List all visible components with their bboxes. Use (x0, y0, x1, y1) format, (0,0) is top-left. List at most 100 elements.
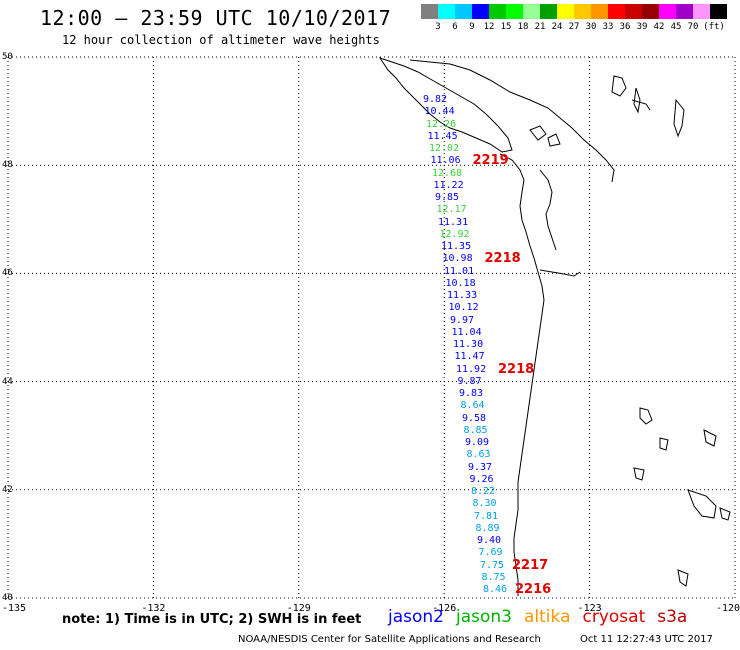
wave-height-value: 11.47 (454, 351, 485, 363)
wave-height-value: 10.44 (424, 106, 455, 118)
wave-height-value: 7.81 (474, 510, 499, 522)
scale-swatch (421, 4, 438, 19)
scale-label: 45 (670, 22, 682, 32)
wave-height-value: 8.64 (460, 400, 485, 412)
wave-height-value: 8.75 (481, 571, 506, 583)
latitude-label: 46 (2, 268, 13, 279)
pass-time-label: 2218 (484, 251, 521, 267)
wave-height-value: 9.09 (465, 437, 490, 448)
scale-label: 27 (568, 22, 580, 32)
scale-label: 6 (452, 22, 458, 32)
scale-label: 36 (619, 22, 631, 32)
pass-time-label: 2217 (512, 557, 549, 573)
longitude-label: -126 (432, 603, 457, 614)
scale-swatch (659, 4, 676, 19)
wave-height-value: 9.97 (450, 314, 475, 326)
scale-swatch (438, 4, 455, 19)
wave-height-value: 11.45 (427, 130, 458, 142)
wave-height-value: 9.40 (477, 535, 502, 546)
scale-label: (ft) (703, 22, 725, 32)
latitude-label: 48 (2, 160, 13, 171)
scale-swatch (608, 4, 625, 19)
wave-height-value: 9.85 (435, 192, 460, 203)
scale-swatch (506, 4, 523, 19)
scale-label: 70 (687, 22, 699, 32)
scale-swatch (710, 4, 727, 19)
wave-height-value: 9.26 (469, 473, 494, 485)
wave-height-value: 10.18 (445, 277, 476, 289)
scale-swatch (642, 4, 659, 19)
wave-height-value: 8.22 (471, 486, 496, 497)
pass-time-label: 2219 (472, 153, 509, 169)
longitude-label: -129 (286, 603, 311, 614)
scale-label: 9 (469, 22, 475, 32)
scale-swatch (523, 4, 540, 19)
pass-time-label: 2218 (498, 361, 535, 377)
wave-height-value: 8.63 (466, 449, 491, 461)
wave-height-value: 7.69 (478, 547, 503, 559)
credit-text: NOAA/NESDIS Center for Satellite Applica… (238, 634, 541, 645)
scale-swatch (693, 4, 710, 19)
latitude-label: 42 (2, 484, 13, 495)
scale-label: 33 (602, 22, 614, 32)
scale-label: 12 (483, 22, 495, 32)
scale-swatch (540, 4, 557, 19)
latitude-label: 50 (2, 52, 13, 62)
scale-label: 24 (551, 22, 563, 32)
wave-height-value: 10.98 (442, 253, 473, 265)
wave-height-value: 11.30 (453, 339, 484, 350)
latitude-label: 40 (2, 593, 13, 603)
scale-swatch (625, 4, 642, 19)
longitude-label: -135 (1, 603, 27, 614)
scale-swatch (676, 4, 693, 19)
scale-label: 39 (636, 22, 648, 32)
satellite-legend-item: cryosat (582, 607, 646, 627)
latitude-label: 44 (2, 376, 13, 387)
wave-height-value: 9.37 (468, 461, 493, 473)
footer-note: note: 1) Time is in UTC; 2) SWH is in fe… (62, 612, 362, 627)
wave-height-value: 12.68 (432, 167, 463, 179)
wave-height-value: 12.26 (426, 118, 457, 130)
wave-height-value: 11.01 (444, 265, 475, 277)
wave-height-value: 11.92 (456, 363, 487, 375)
wave-height-value: 12.17 (436, 204, 467, 216)
scale-label: 21 (534, 22, 546, 32)
scale-swatch (574, 4, 591, 19)
map-subtitle: 12 hour collection of altimeter wave hei… (62, 33, 380, 47)
wave-height-value: 11.22 (433, 179, 464, 191)
coastline (378, 57, 731, 596)
wave-height-value: 7.75 (480, 559, 505, 571)
wave-height-value: 10.12 (448, 302, 479, 314)
satellite-legend-item: altika (524, 607, 571, 627)
wave-height-value: 8.46 (483, 584, 508, 595)
generation-timestamp: Oct 11 12:27:43 UTC 2017 (580, 634, 713, 645)
lat-lon-grid (7, 56, 736, 599)
wave-height-value: 8.89 (475, 522, 500, 534)
scale-swatch (489, 4, 506, 19)
wave-height-value: 9.87 (457, 375, 482, 387)
wave-height-value: 9.58 (462, 412, 487, 424)
longitude-label: -123 (577, 603, 602, 614)
longitude-label: -132 (141, 603, 166, 614)
wave-height-value: 9.83 (459, 388, 484, 399)
scale-swatch (472, 4, 489, 19)
longitude-label: -120 (715, 603, 740, 614)
wave-height-value: 11.31 (438, 216, 469, 228)
wave-height-value: 12.92 (439, 228, 470, 240)
scale-label: 3 (435, 22, 441, 32)
scale-label: 42 (653, 22, 665, 32)
scale-swatch (557, 4, 574, 19)
wave-height-value: 12.02 (429, 143, 460, 154)
satellite-legend-item: jason2 (388, 607, 444, 627)
wave-height-value: 9.82 (423, 94, 448, 105)
satellite-legend: jason2 jason3 altika cryosat s3a (388, 607, 699, 627)
scale-swatch (455, 4, 472, 19)
wave-height-value: 11.06 (430, 155, 461, 167)
scale-swatch (591, 4, 608, 19)
scale-label: 30 (585, 22, 597, 32)
satellite-legend-item: s3a (657, 607, 688, 627)
map-title: 12:00 – 23:59 UTC 10/10/2017 (40, 6, 392, 30)
wave-height-value: 11.04 (451, 326, 482, 338)
wave-height-value: 11.33 (447, 290, 478, 301)
